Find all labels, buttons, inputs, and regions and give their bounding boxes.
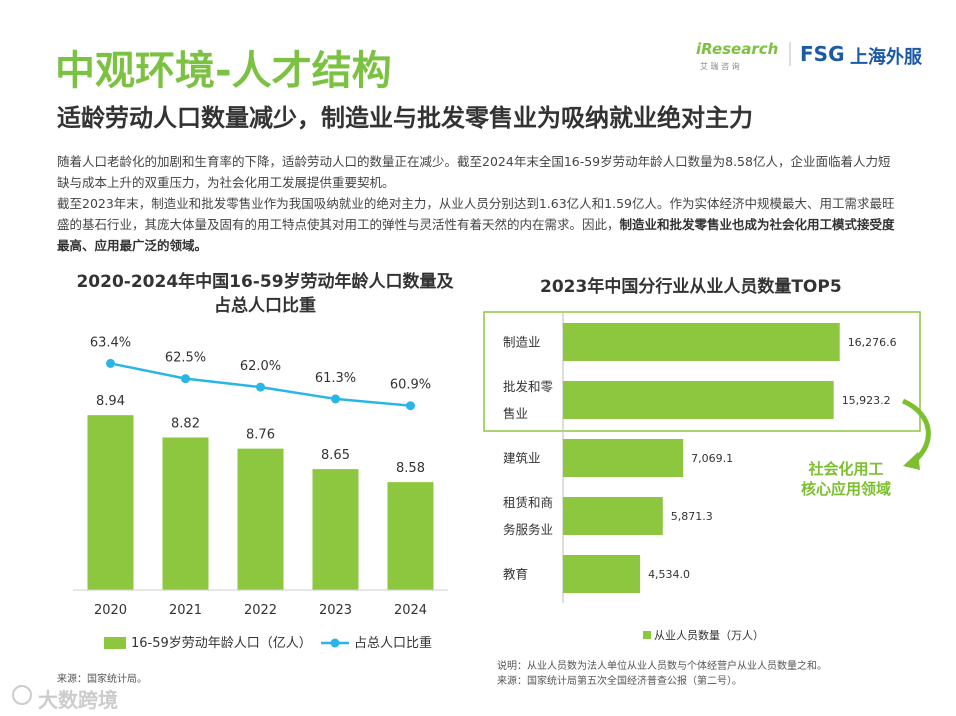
value-label: 63.4% bbox=[90, 335, 131, 350]
point bbox=[331, 394, 340, 404]
annotation: 社会化用工 bbox=[807, 460, 883, 478]
paragraph: 截至2023年末，制造业和批发零售业作为我国吸纳就业的绝对主力，从业人员分别达到… bbox=[57, 193, 897, 256]
bar bbox=[87, 415, 134, 590]
text: 截至2023年末，制造业和批发零售业作为我国吸纳就业的绝对主力，从业人员分别达到… bbox=[57, 196, 895, 232]
value-label: 8.58 bbox=[396, 461, 425, 476]
value-label: 5,871.3 bbox=[671, 510, 713, 523]
bar bbox=[563, 497, 663, 535]
value-label: 4,534.0 bbox=[648, 568, 690, 581]
watermark-icon bbox=[12, 685, 32, 705]
arrow bbox=[901, 398, 931, 464]
value-label: 61.3% bbox=[315, 371, 356, 386]
note: 来源：国家统计局第五次全国经济普查公报（第二号）。 bbox=[497, 676, 742, 687]
value-label: 8.94 bbox=[96, 394, 125, 409]
bar bbox=[563, 439, 684, 477]
legend-label: 16-59岁劳动年龄人口（亿人） bbox=[131, 635, 312, 651]
legend-dot bbox=[330, 638, 340, 648]
chart-title: 2023年中国分行业从业人员数量TOP5 bbox=[540, 277, 842, 297]
note: 说明：从业人员数为法人单位从业人员数与个体经营户从业人员数量之和。 bbox=[497, 661, 827, 672]
bar bbox=[387, 482, 434, 590]
logo: 上海外服 bbox=[850, 47, 922, 68]
text: 随着人口老龄化的加剧和生育率的下降，适龄劳动人口的数量正在减少。截至2024年末… bbox=[57, 154, 891, 190]
bar bbox=[237, 448, 284, 590]
y-tick-label: 租赁和商务服务业 bbox=[503, 495, 554, 537]
bar bbox=[563, 323, 840, 361]
y-tick-label: 制造业 bbox=[503, 334, 541, 350]
bold-text: 制造业和批发零售业也成为社会化用工模式接受度最高、应用最广泛的领域。 bbox=[57, 217, 895, 253]
paragraph: 随着人口老龄化的加剧和生育率的下降，适龄劳动人口的数量正在减少。截至2024年末… bbox=[57, 151, 897, 193]
value-label: 8.82 bbox=[171, 416, 200, 431]
value-label: 8.65 bbox=[321, 448, 350, 463]
bar bbox=[563, 555, 641, 593]
arrow-head bbox=[903, 452, 920, 470]
legend-label: 从业人员数量（万人） bbox=[654, 629, 764, 642]
logo: iResearch bbox=[696, 40, 779, 58]
bar bbox=[312, 469, 359, 590]
y-tick-label: 建筑业 bbox=[503, 450, 541, 466]
point bbox=[106, 358, 115, 368]
logo: FSG bbox=[800, 42, 845, 66]
legend-swatch bbox=[104, 637, 126, 649]
logo-sub: 艾 瑞 咨 询 bbox=[700, 62, 740, 71]
y-tick-label: 教育 bbox=[503, 566, 529, 582]
x-tick-label: 2020 bbox=[94, 603, 127, 618]
highlight-box bbox=[483, 311, 921, 432]
chart-title: 2020-2024年中国16-59岁劳动年龄人口数量及占总人口比重 bbox=[76, 272, 454, 316]
value-label: 62.5% bbox=[165, 351, 206, 366]
legend-label: 占总人口比重 bbox=[354, 635, 432, 651]
y-tick-label: 批发和零售业 bbox=[503, 379, 554, 421]
source: 来源：国家统计局。 bbox=[57, 674, 147, 685]
bar bbox=[563, 381, 834, 419]
point bbox=[181, 374, 190, 384]
bar bbox=[162, 437, 209, 590]
point bbox=[406, 401, 415, 411]
value-label: 7,069.1 bbox=[691, 452, 733, 465]
value-label: 15,923.2 bbox=[842, 394, 891, 407]
value-label: 62.0% bbox=[240, 359, 281, 374]
x-tick-label: 2023 bbox=[319, 603, 352, 618]
legend-swatch bbox=[643, 631, 651, 639]
value-label: 8.76 bbox=[246, 428, 275, 443]
point bbox=[256, 382, 265, 392]
annotation: 核心应用领域 bbox=[801, 480, 891, 498]
subtitle: 适龄劳动人口数量减少，制造业与批发零售业为吸纳就业绝对主力 bbox=[57, 104, 753, 132]
x-tick-label: 2021 bbox=[169, 603, 202, 618]
value-label: 16,276.6 bbox=[848, 336, 897, 349]
x-tick-label: 2022 bbox=[244, 603, 277, 618]
x-tick-label: 2024 bbox=[394, 603, 427, 618]
title: 中观环境-人才结构 bbox=[55, 48, 392, 94]
watermark: 大数跨境 bbox=[38, 688, 118, 712]
value-label: 60.9% bbox=[390, 378, 431, 393]
